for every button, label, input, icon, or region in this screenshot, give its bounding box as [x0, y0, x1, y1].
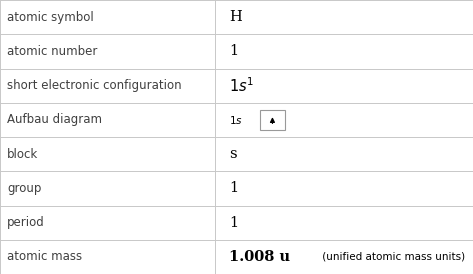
Text: block: block	[7, 148, 38, 161]
Text: $1s^{1}$: $1s^{1}$	[229, 76, 254, 95]
Text: atomic mass: atomic mass	[7, 250, 82, 263]
Text: (unified atomic mass units): (unified atomic mass units)	[319, 252, 465, 262]
Text: atomic number: atomic number	[7, 45, 97, 58]
Text: short electronic configuration: short electronic configuration	[7, 79, 182, 92]
Text: 1: 1	[229, 181, 238, 195]
Text: 1: 1	[229, 44, 238, 58]
Text: Aufbau diagram: Aufbau diagram	[7, 113, 102, 126]
Bar	[260, 110, 285, 130]
Text: 1: 1	[229, 216, 238, 230]
Text: atomic symbol: atomic symbol	[7, 11, 94, 24]
Text: H: H	[229, 10, 242, 24]
Text: 1.008 u: 1.008 u	[229, 250, 290, 264]
Text: period: period	[7, 216, 45, 229]
Text: group: group	[7, 182, 42, 195]
Text: $1s$: $1s$	[229, 114, 243, 126]
Text: s: s	[229, 147, 237, 161]
